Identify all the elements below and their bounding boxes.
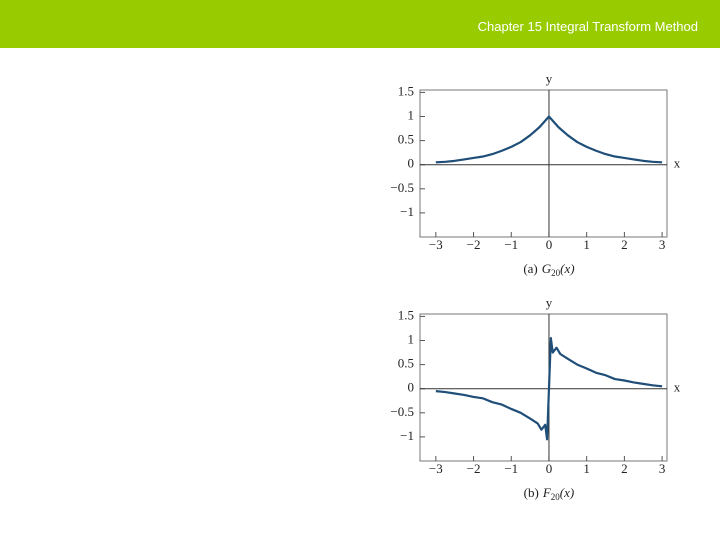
caption-arg: (x) xyxy=(560,261,574,276)
header-bar: Chapter 15 Integral Transform Method xyxy=(0,0,720,48)
x-tick-label: −3 xyxy=(429,461,443,476)
y-tick-label: −0.5 xyxy=(390,404,414,419)
x-tick-label: −1 xyxy=(504,237,518,252)
y-tick-label: 0.5 xyxy=(398,132,414,147)
x-tick-label: −2 xyxy=(467,237,481,252)
caption: (b) F20(x) xyxy=(524,485,575,502)
caption-label: (a) xyxy=(523,261,537,276)
y-axis-label: y xyxy=(546,71,553,86)
caption: (a) G20(x) xyxy=(523,261,574,278)
y-tick-label: 1.5 xyxy=(398,83,414,98)
caption-arg: (x) xyxy=(560,485,574,500)
x-tick-label: −1 xyxy=(504,461,518,476)
caption-symbol: G xyxy=(542,261,552,276)
x-tick-label: 1 xyxy=(583,461,590,476)
x-axis-label: x xyxy=(674,156,681,171)
y-tick-label: −0.5 xyxy=(390,180,414,195)
y-tick-label: 1 xyxy=(408,107,415,122)
y-tick-label: 0.5 xyxy=(398,356,414,371)
x-tick-label: 1 xyxy=(583,237,590,252)
x-tick-label: 0 xyxy=(546,461,553,476)
x-tick-label: 2 xyxy=(621,461,628,476)
caption-subscript: 20 xyxy=(551,268,561,278)
y-tick-label: 1 xyxy=(408,331,415,346)
caption-subscript: 20 xyxy=(551,492,561,502)
x-tick-label: 3 xyxy=(659,237,666,252)
y-tick-label: 0 xyxy=(408,380,415,395)
y-tick-label: 1.5 xyxy=(398,307,414,322)
x-axis-label: x xyxy=(674,380,681,395)
y-axis-label: y xyxy=(546,295,553,310)
plot-frame xyxy=(419,313,668,462)
caption-label: (b) xyxy=(524,485,539,500)
header-title: Chapter 15 Integral Transform Method xyxy=(477,19,698,34)
x-tick-label: −3 xyxy=(429,237,443,252)
x-tick-label: 2 xyxy=(621,237,628,252)
caption-symbol: F xyxy=(542,485,552,500)
x-tick-label: 0 xyxy=(546,237,553,252)
y-tick-label: −1 xyxy=(400,204,414,219)
plot-frame xyxy=(419,89,668,238)
x-tick-label: 3 xyxy=(659,461,666,476)
data-line xyxy=(435,337,663,441)
y-tick-label: −1 xyxy=(400,428,414,443)
data-line xyxy=(435,115,663,164)
y-tick-label: 0 xyxy=(408,156,415,171)
x-tick-label: −2 xyxy=(467,461,481,476)
